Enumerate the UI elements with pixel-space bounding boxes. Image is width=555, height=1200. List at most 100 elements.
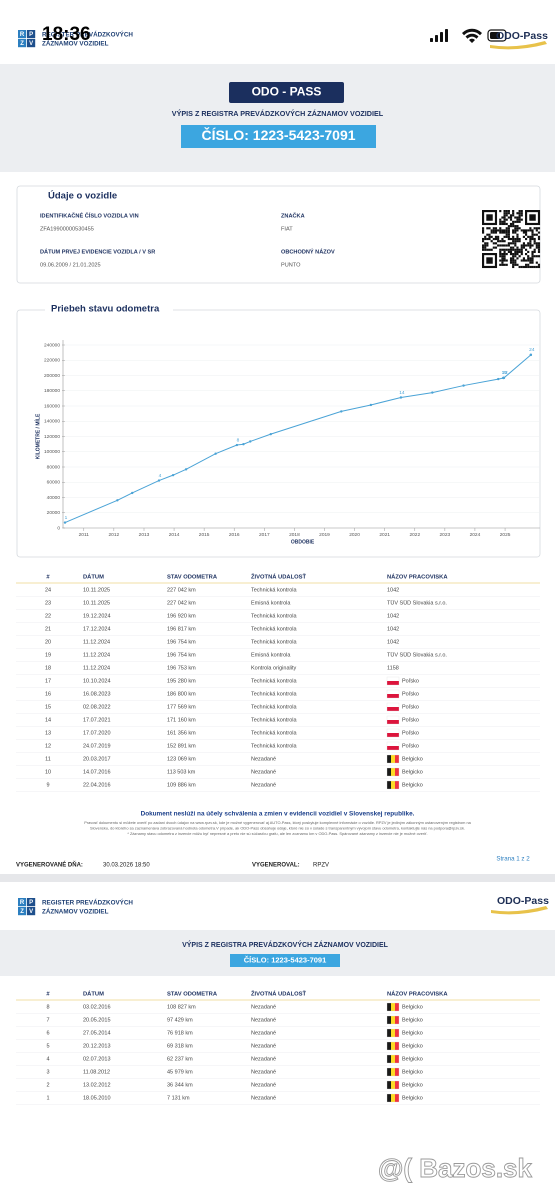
qr-module [531,265,534,269]
x-tick-label: 2019 [319,532,330,538]
qr-module [520,212,523,215]
qr-module [527,257,530,260]
qr-module [501,216,504,219]
data-point [497,377,500,381]
table-cell: 17.07.2021 [83,717,111,723]
qr-module [531,261,534,264]
point-label: 4 [159,473,162,479]
table-cell: 5 [46,1043,49,1049]
qr-module [522,242,525,245]
logo-tile [18,30,27,39]
qr-module [520,265,523,269]
brand-logo: ODO-Pass [497,895,549,907]
qr-module [503,250,506,253]
table-cell: 36 344 km [167,1082,193,1088]
qr-module [494,227,498,230]
qr-module [537,237,541,241]
qr-module [535,255,538,258]
logo-tile [27,39,36,48]
qr-module [503,222,506,226]
qr-module [486,237,489,241]
qr-module [507,210,510,213]
y-axis-label: KILOMETRE / MÍLE [33,413,41,459]
qr-module [518,212,521,215]
qr-module [518,265,521,269]
qr-module [505,253,508,256]
table-cell: Technická kontrola [251,704,297,710]
table-cell: 1042 [387,587,399,593]
table-cell: Nezadané [251,1095,276,1101]
flag-border [386,767,400,777]
qr-module [505,259,508,262]
logo-letter: Z [20,41,24,47]
data-point [369,403,373,407]
qr-module [525,248,528,251]
qr-module [518,255,521,258]
table-cell: Technická kontrola [251,691,297,697]
qr-module [512,255,515,258]
qr-module [509,246,513,249]
table-cell: 97 429 km [167,1017,193,1023]
qr-module [499,231,502,234]
qr-module [525,253,528,256]
qr-module [527,242,530,245]
qr-module [533,250,536,253]
column-header: STAV ODOMETRA [167,575,218,581]
qr-module [497,244,500,247]
qr-module [531,231,534,234]
qr-module [514,227,517,230]
data-point [529,353,533,357]
table-cell: Kontrola originality [251,665,296,671]
data-point [462,384,465,387]
flag-stripe [395,1055,399,1063]
table-cell: 1158 [387,665,399,671]
table-cell: Technická kontrola [251,613,297,619]
qr-module [529,240,532,243]
qr-module [514,225,517,228]
flag-stripe [395,781,399,789]
table-cell: 196 920 km [167,613,196,619]
flag-stripe [391,1003,395,1011]
table-cell: 18 [45,665,51,671]
qr-finder [486,257,493,264]
flag-border [386,1093,400,1103]
qr-module [509,216,513,219]
qr-module [516,250,519,253]
flag-stripe [387,746,399,750]
qr-module [529,229,532,232]
flag-stripe [387,729,399,733]
qr-module [494,246,498,249]
qr-module [509,250,513,253]
qr-module [499,220,502,223]
qr-module [486,244,489,247]
x-tick-label: 2020 [349,532,360,538]
qr-module [503,214,506,217]
qr-module [507,244,510,247]
qr-module [490,248,493,251]
qr-module [492,246,495,249]
qr-module [509,225,513,228]
y-tick-label: 180000 [44,388,60,394]
y-tick-label: 60000 [47,480,61,486]
qr-module [531,235,534,238]
qr-module [520,218,523,221]
column-header: ŽIVOTNÁ UDALOSŤ [251,990,307,998]
data-point [214,452,217,455]
table-cell: 12 [45,743,51,749]
flag-stripe [387,1068,391,1076]
qr-module [518,214,521,217]
flag-border [386,1002,400,1012]
generated-by-label: VYGENEROVAL: [252,863,300,869]
table-cell: 1042 [387,613,399,619]
table-cell: 1042 [387,626,399,632]
point-label: 14 [399,390,405,396]
y-tick-label: 100000 [44,449,60,455]
qr-module [494,242,498,245]
logo-text: ZÁZNAMOV VOZIDIEL [42,39,109,48]
qr-module [518,240,521,243]
qr-module [512,242,515,245]
qr-module [484,246,487,249]
table-cell: Belgicko [402,1043,423,1049]
logo-tile [18,907,27,916]
